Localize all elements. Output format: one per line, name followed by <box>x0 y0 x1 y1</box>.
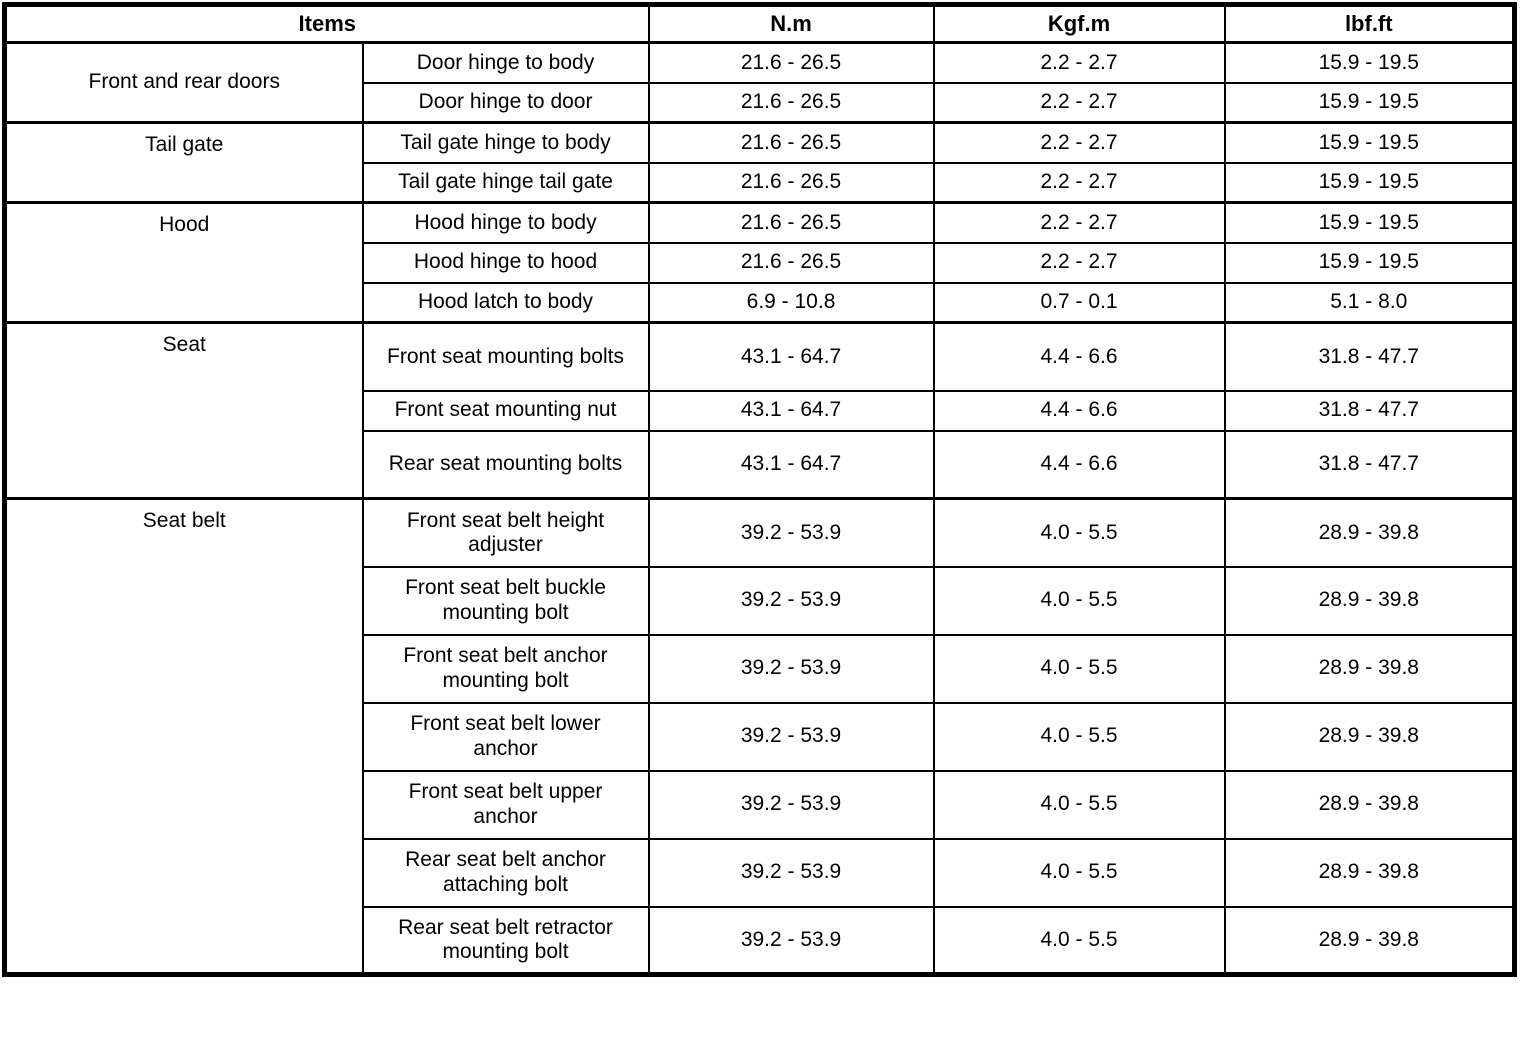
table-header-row: Items N.m Kgf.m lbf.ft <box>3 3 1516 44</box>
value-nm: 43.1 - 64.7 <box>647 321 935 392</box>
value-nm: 21.6 - 26.5 <box>647 241 935 284</box>
value-lbfft: 15.9 - 19.5 <box>1223 241 1516 284</box>
item-label: Front seat belt anchor mounting bolt <box>361 633 650 704</box>
table-row: Front seat belt buckle mounting bolt 39.… <box>5 565 1516 636</box>
group-label-seat: Seat <box>3 321 364 500</box>
value-lbfft: 15.9 - 19.5 <box>1223 81 1516 124</box>
table-row: Tail gate Tail gate hinge to body 21.6 -… <box>3 121 1516 204</box>
table-row: Seat Front seat mounting bolts 43.1 - 64… <box>3 321 1516 500</box>
value-nm: 21.6 - 26.5 <box>647 121 935 164</box>
value-kgfm: 4.4 - 6.6 <box>932 429 1226 500</box>
table-row: Seat belt Front seat belt height adjuste… <box>3 497 1516 976</box>
value-lbfft: 15.9 - 19.5 <box>1223 161 1516 204</box>
value-nm: 39.2 - 53.9 <box>647 497 935 568</box>
group-label-front-and-rear-doors: Front and rear doors <box>3 41 364 124</box>
item-label: Front seat belt lower anchor <box>361 701 650 772</box>
value-kgfm: 4.0 - 5.5 <box>932 633 1226 704</box>
table-row: Front seat belt anchor mounting bolt 39.… <box>5 633 1516 704</box>
value-lbfft: 28.9 - 39.8 <box>1223 769 1516 840</box>
value-lbfft: 28.9 - 39.8 <box>1223 633 1516 704</box>
item-label: Hood latch to body <box>361 281 650 324</box>
value-kgfm: 4.0 - 5.5 <box>932 905 1226 976</box>
value-kgfm: 4.0 - 5.5 <box>932 497 1226 568</box>
item-label: Tail gate hinge tail gate <box>361 161 650 204</box>
table-row: Rear seat belt retractor mounting bolt 3… <box>5 905 1516 976</box>
value-kgfm: 2.2 - 2.7 <box>932 121 1226 164</box>
value-kgfm: 4.0 - 5.5 <box>932 837 1226 908</box>
item-label: Front seat belt height adjuster <box>361 497 650 568</box>
item-label: Door hinge to body <box>361 41 650 84</box>
value-lbfft: 15.9 - 19.5 <box>1223 121 1516 164</box>
item-label: Front seat mounting bolts <box>361 321 650 392</box>
value-kgfm: 4.4 - 6.6 <box>932 321 1226 392</box>
value-nm: 21.6 - 26.5 <box>647 81 935 124</box>
value-kgfm: 2.2 - 2.7 <box>932 201 1226 244</box>
value-nm: 6.9 - 10.8 <box>647 281 935 324</box>
value-nm: 39.2 - 53.9 <box>647 769 935 840</box>
value-lbfft: 28.9 - 39.8 <box>1223 497 1516 568</box>
item-label: Front seat belt buckle mounting bolt <box>361 565 650 636</box>
table-row: Rear seat mounting bolts 43.1 - 64.7 4.4… <box>5 429 1516 500</box>
table-row: Tail gate hinge tail gate 21.6 - 26.5 2.… <box>5 161 1516 204</box>
value-nm: 43.1 - 64.7 <box>647 429 935 500</box>
group-label-seat-belt: Seat belt <box>3 497 364 976</box>
table-row: Front seat mounting nut 43.1 - 64.7 4.4 … <box>5 389 1516 432</box>
table-row: Rear seat belt anchor attaching bolt 39.… <box>5 837 1516 908</box>
value-nm: 39.2 - 53.9 <box>647 837 935 908</box>
header-lbfft: lbf.ft <box>1223 3 1516 44</box>
value-nm: 43.1 - 64.7 <box>647 389 935 432</box>
value-kgfm: 0.7 - 0.1 <box>932 281 1226 324</box>
value-lbfft: 28.9 - 39.8 <box>1223 837 1516 908</box>
value-lbfft: 15.9 - 19.5 <box>1223 201 1516 244</box>
value-kgfm: 4.0 - 5.5 <box>932 769 1226 840</box>
value-lbfft: 28.9 - 39.8 <box>1223 905 1516 976</box>
value-lbfft: 28.9 - 39.8 <box>1223 701 1516 772</box>
header-kgfm: Kgf.m <box>932 3 1226 44</box>
item-label: Front seat belt upper anchor <box>361 769 650 840</box>
item-label: Hood hinge to body <box>361 201 650 244</box>
value-lbfft: 5.1 - 8.0 <box>1223 281 1516 324</box>
value-lbfft: 31.8 - 47.7 <box>1223 429 1516 500</box>
table-row: Hood latch to body 6.9 - 10.8 0.7 - 0.1 … <box>5 281 1516 324</box>
value-kgfm: 2.2 - 2.7 <box>932 161 1226 204</box>
value-nm: 21.6 - 26.5 <box>647 161 935 204</box>
torque-spec-table: Items N.m Kgf.m lbf.ft Front and rear do… <box>2 2 1518 977</box>
item-label: Front seat mounting nut <box>361 389 650 432</box>
header-nm: N.m <box>647 3 935 44</box>
item-label: Hood hinge to hood <box>361 241 650 284</box>
table-row: Hood hinge to hood 21.6 - 26.5 2.2 - 2.7… <box>5 241 1516 284</box>
item-label: Rear seat mounting bolts <box>361 429 650 500</box>
table-row: Door hinge to door 21.6 - 26.5 2.2 - 2.7… <box>5 81 1516 124</box>
value-kgfm: 4.4 - 6.6 <box>932 389 1226 432</box>
value-kgfm: 2.2 - 2.7 <box>932 41 1226 84</box>
value-lbfft: 28.9 - 39.8 <box>1223 565 1516 636</box>
table-row: Front and rear doors Door hinge to body … <box>3 41 1516 124</box>
item-label: Rear seat belt retractor mounting bolt <box>361 905 650 976</box>
value-kgfm: 2.2 - 2.7 <box>932 241 1226 284</box>
value-kgfm: 4.0 - 5.5 <box>932 701 1226 772</box>
value-nm: 39.2 - 53.9 <box>647 701 935 772</box>
value-kgfm: 2.2 - 2.7 <box>932 81 1226 124</box>
value-kgfm: 4.0 - 5.5 <box>932 565 1226 636</box>
item-label: Door hinge to door <box>361 81 650 124</box>
group-label-tail-gate: Tail gate <box>3 121 364 204</box>
value-nm: 39.2 - 53.9 <box>647 905 935 976</box>
value-nm: 21.6 - 26.5 <box>647 201 935 244</box>
value-nm: 21.6 - 26.5 <box>647 41 935 84</box>
table-row: Hood Hood hinge to body 21.6 - 26.5 2.2 … <box>3 201 1516 324</box>
value-nm: 39.2 - 53.9 <box>647 633 935 704</box>
value-lbfft: 15.9 - 19.5 <box>1223 41 1516 84</box>
value-lbfft: 31.8 - 47.7 <box>1223 389 1516 432</box>
value-lbfft: 31.8 - 47.7 <box>1223 321 1516 392</box>
group-label-hood: Hood <box>3 201 364 324</box>
header-items: Items <box>3 3 650 44</box>
table-row: Front seat belt lower anchor 39.2 - 53.9… <box>5 701 1516 772</box>
table-row: Front seat belt upper anchor 39.2 - 53.9… <box>5 769 1516 840</box>
value-nm: 39.2 - 53.9 <box>647 565 935 636</box>
item-label: Tail gate hinge to body <box>361 121 650 164</box>
item-label: Rear seat belt anchor attaching bolt <box>361 837 650 908</box>
